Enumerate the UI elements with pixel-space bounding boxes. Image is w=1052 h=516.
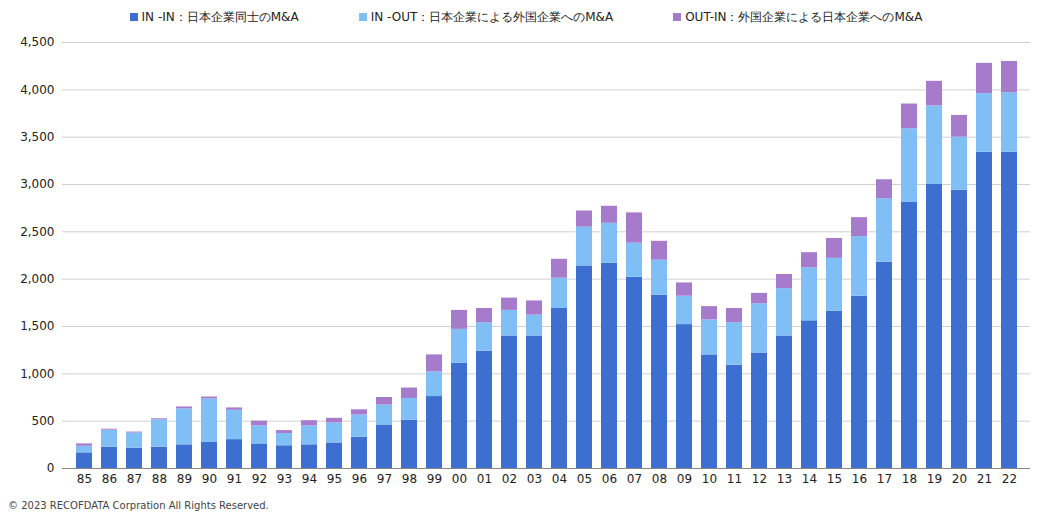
svg-text:21: 21	[977, 472, 992, 486]
svg-text:12: 12	[752, 472, 767, 486]
svg-text:4,000: 4,000	[20, 83, 54, 97]
svg-text:4,500: 4,500	[20, 35, 54, 49]
svg-text:94: 94	[302, 472, 317, 486]
svg-text:18: 18	[902, 472, 917, 486]
html-text:IN -OUT：日本企業による外国企業へのM&A: IN -OUT：日本企業による外国企業へのM&A	[370, 9, 614, 24]
svg-text:88: 88	[152, 472, 167, 486]
svg-text:1,500: 1,500	[20, 319, 54, 333]
svg-text:22: 22	[1002, 472, 1017, 486]
svg-text:96: 96	[352, 472, 367, 486]
svg-text:85: 85	[77, 472, 92, 486]
svg-text:97: 97	[377, 472, 392, 486]
svg-text:98: 98	[402, 472, 417, 486]
svg-text:10: 10	[702, 472, 717, 486]
svg-text:20: 20	[952, 472, 967, 486]
svg-text:86: 86	[102, 472, 117, 486]
html-text:IN -IN：日本企業同士のM&A: IN -IN：日本企業同士のM&A	[141, 9, 299, 24]
svg-text:1,000: 1,000	[20, 367, 54, 381]
svg-text:04: 04	[552, 472, 567, 486]
svg-text:03: 03	[527, 472, 542, 486]
svg-text:91: 91	[227, 472, 242, 486]
svg-text:06: 06	[602, 472, 617, 486]
svg-text:08: 08	[652, 472, 667, 486]
svg-text:17: 17	[877, 472, 892, 486]
svg-text:87: 87	[127, 472, 142, 486]
svg-text:89: 89	[177, 472, 192, 486]
html-text:OUT-IN：外国企業による日本企業へのM&A: OUT-IN：外国企業による日本企業へのM&A	[685, 9, 923, 24]
svg-text:90: 90	[202, 472, 217, 486]
svg-text:3,500: 3,500	[20, 130, 54, 144]
svg-text:01: 01	[477, 472, 492, 486]
svg-text:16: 16	[852, 472, 867, 486]
svg-text:95: 95	[327, 472, 342, 486]
svg-text:92: 92	[252, 472, 267, 486]
svg-text:09: 09	[677, 472, 692, 486]
svg-text:500: 500	[32, 414, 55, 428]
svg-text:2,500: 2,500	[20, 225, 54, 239]
svg-text:13: 13	[777, 472, 792, 486]
svg-text:00: 00	[452, 472, 467, 486]
svg-text:15: 15	[827, 472, 842, 486]
svg-text:99: 99	[427, 472, 442, 486]
svg-text:07: 07	[627, 472, 642, 486]
svg-text:14: 14	[802, 472, 817, 486]
svg-text:02: 02	[502, 472, 517, 486]
svg-text:3,000: 3,000	[20, 177, 54, 191]
svg-text:05: 05	[577, 472, 592, 486]
html-text:© 2023 RECOFDATA Corpration Al: © 2023 RECOFDATA Corpration All Rights R…	[8, 500, 269, 511]
svg-text:2,000: 2,000	[20, 272, 54, 286]
svg-text:0: 0	[47, 461, 55, 475]
svg-text:11: 11	[727, 472, 742, 486]
svg-text:19: 19	[927, 472, 942, 486]
svg-text:93: 93	[277, 472, 292, 486]
